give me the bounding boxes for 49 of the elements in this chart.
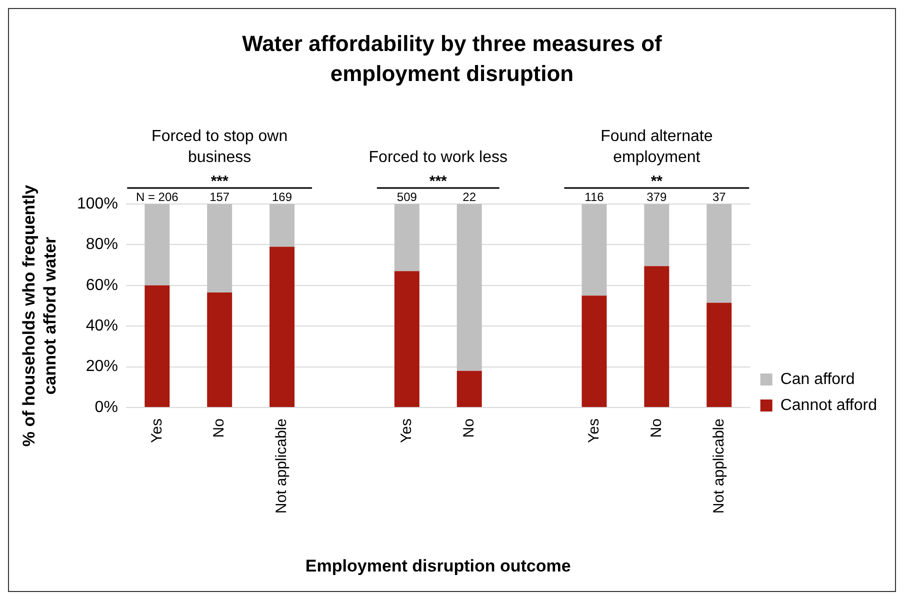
annotation: 509: [396, 190, 418, 204]
bar: [270, 246, 295, 408]
annotation: 37: [712, 190, 726, 204]
bar: [582, 204, 607, 296]
legend-label: Cannot afford: [780, 396, 878, 414]
x-tick-label: No: [210, 418, 228, 438]
annotation: 169: [272, 190, 292, 204]
y-tick-label: 20%: [86, 358, 118, 376]
bar: [394, 204, 420, 272]
x-tick-label: Yes: [398, 418, 416, 444]
annotation: 22: [462, 190, 476, 204]
y-tick-label: 100%: [77, 195, 118, 212]
bar: [644, 204, 670, 266]
bar: [144, 285, 170, 408]
bar: [456, 204, 482, 371]
bar: [207, 204, 232, 293]
y-tick-label: 60%: [86, 276, 118, 294]
bar: [394, 271, 420, 408]
text: ***: [429, 173, 448, 190]
text: Forced to stop own business: [152, 128, 288, 166]
x-tick-label: Yes: [585, 418, 602, 444]
x-tick-label: No: [648, 418, 665, 438]
bar: [456, 370, 482, 408]
bar: [706, 204, 732, 303]
text: Forced to work less: [368, 149, 508, 166]
y-tick-label: 0%: [94, 398, 118, 416]
y-tick-label: 40%: [86, 318, 118, 335]
chart-title: Water affordability by three measures of employment disruption: [242, 31, 663, 86]
x-tick-label: Yes: [148, 418, 166, 444]
bar: [270, 204, 295, 247]
x-axis-title: Employment disruption outcome: [305, 556, 571, 576]
legend-label: Can afford: [780, 370, 855, 388]
x-tick-label: No: [460, 418, 478, 438]
x-tick-label: Not applicable: [273, 418, 290, 514]
text: ***: [210, 173, 228, 190]
bar: [144, 204, 170, 286]
text: Found alternate employment: [600, 128, 713, 166]
y-tick-label: 80%: [86, 236, 118, 254]
annotation: N = 206: [136, 190, 179, 204]
annotation: 379: [646, 190, 668, 204]
bar: [644, 266, 670, 408]
text: **: [650, 173, 663, 190]
annotation: 157: [210, 190, 230, 204]
x-tick-label: Not applicable: [710, 418, 728, 514]
bar: [207, 292, 232, 408]
y-axis-title: % of households who frequently cannot afford water: [20, 184, 60, 447]
bar: [582, 296, 607, 408]
annotation: 116: [584, 190, 604, 204]
bar: [706, 302, 732, 408]
